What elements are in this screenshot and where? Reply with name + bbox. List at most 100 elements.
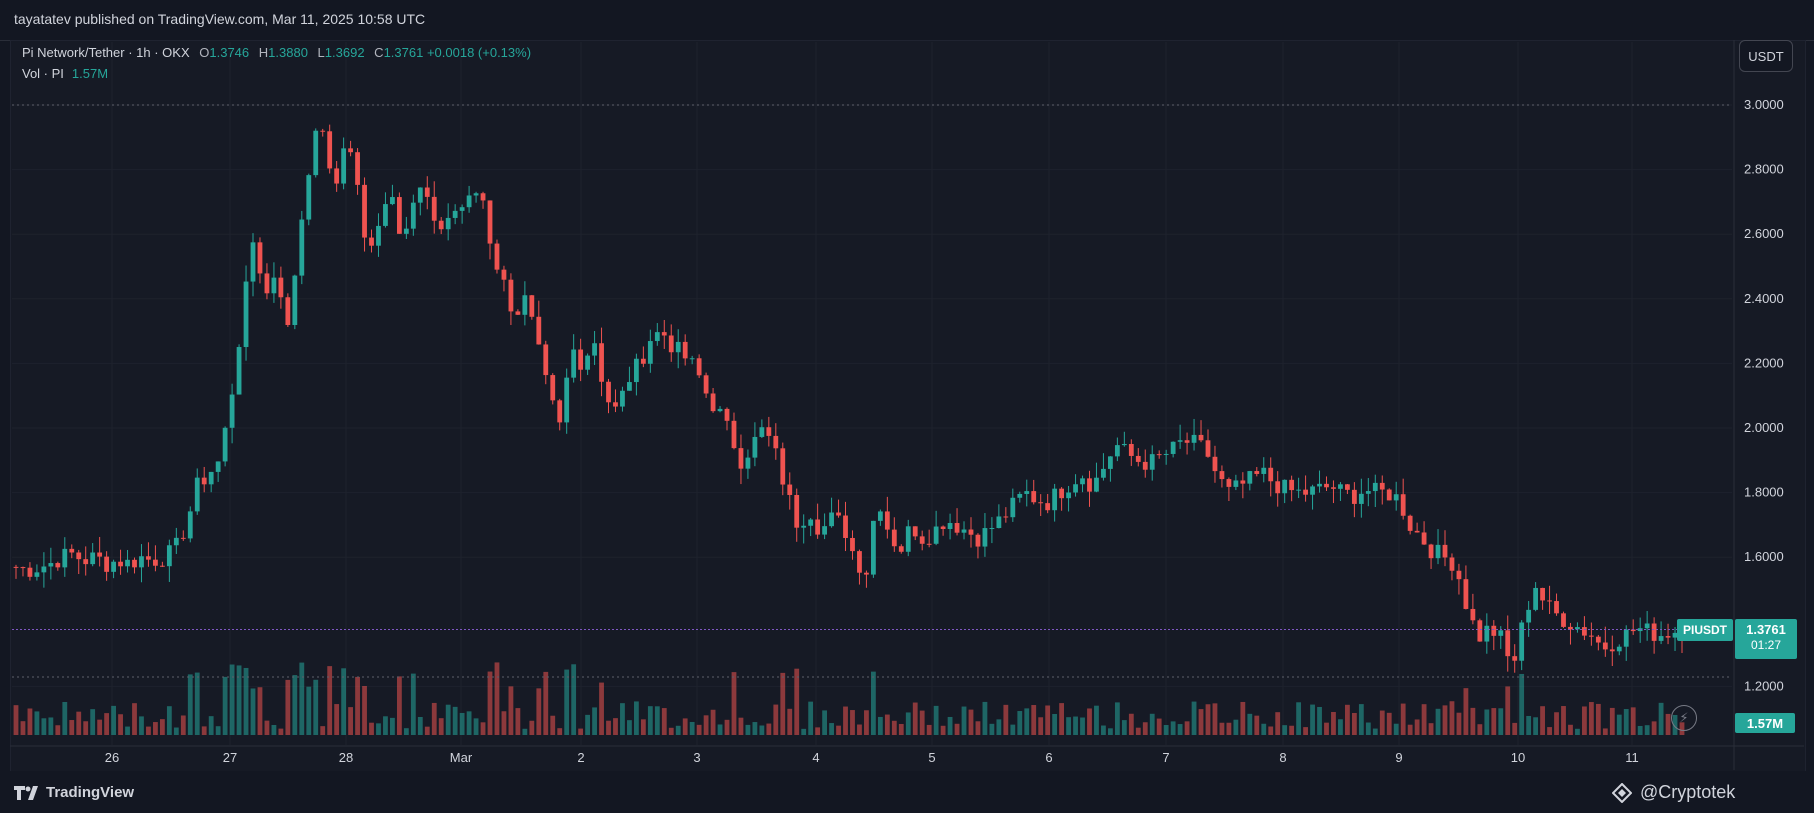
candle-body	[327, 131, 333, 169]
volume-bar	[529, 720, 535, 735]
volume-bar	[1351, 712, 1357, 735]
candle-body	[759, 427, 765, 437]
time-axis-label: 2	[577, 750, 584, 765]
volume-bar	[1038, 717, 1044, 735]
candle-body	[954, 523, 960, 533]
volume-bar	[459, 712, 465, 735]
volume-bar	[1031, 705, 1037, 735]
candle-body	[633, 358, 639, 383]
candle-body	[1533, 587, 1539, 610]
candle-body	[1658, 636, 1664, 641]
candle-body	[564, 377, 570, 423]
candle-body	[515, 311, 521, 315]
volume-bar	[1365, 722, 1371, 735]
candle-body	[1616, 646, 1622, 652]
candle-body	[1296, 489, 1302, 491]
candle-body	[20, 567, 26, 569]
volume-bar	[153, 722, 158, 735]
last-price: 1.3761	[1746, 622, 1786, 637]
volume-bar	[1282, 725, 1288, 735]
candle-body	[306, 175, 312, 220]
volume-bar	[1358, 704, 1364, 735]
volume-bar	[1463, 688, 1469, 735]
volume-bar	[1177, 724, 1183, 735]
time-axis-label: 27	[223, 750, 237, 765]
lightning-icon[interactable]: ⚡	[1671, 705, 1697, 731]
time-axis-label: 28	[339, 750, 353, 765]
volume-bar	[1198, 709, 1204, 735]
volume-bar	[194, 672, 200, 735]
candle-body	[1080, 478, 1085, 485]
volume-bar	[968, 709, 974, 735]
candle-body	[1156, 454, 1162, 456]
price-axis-label: 1.6000	[1744, 549, 1784, 564]
volume-bar	[794, 668, 800, 735]
volume-bar	[1644, 725, 1650, 735]
volume-legend: Vol · PI 1.57M	[22, 66, 108, 81]
volume-bar	[69, 720, 75, 735]
candle-body	[1491, 625, 1497, 636]
candle-body	[620, 390, 625, 407]
candle-body	[961, 529, 967, 533]
candle-body	[1595, 636, 1601, 643]
volume-bar	[1393, 723, 1399, 735]
volume-bar	[473, 718, 479, 735]
volume-bar	[292, 675, 298, 735]
volume-bar	[1547, 727, 1552, 735]
candle-body	[1400, 494, 1406, 516]
volume-bar	[557, 728, 563, 735]
volume-bar	[1386, 712, 1392, 735]
time-axis-label: 4	[812, 750, 819, 765]
volume-bar	[173, 727, 179, 735]
legend-symbol[interactable]: Pi Network/Tether · 1h · OKX	[22, 45, 190, 60]
candle-body	[438, 220, 444, 230]
volume-bar	[606, 720, 611, 735]
candle-body	[585, 355, 590, 370]
candle-body	[383, 204, 388, 226]
candle-body	[299, 219, 305, 276]
volume-label[interactable]: Vol · PI	[22, 66, 64, 81]
candle-body	[445, 217, 451, 230]
candle-body	[1052, 488, 1058, 511]
candle-body	[424, 187, 430, 197]
candle-body	[1644, 623, 1650, 629]
volume-bar	[508, 686, 514, 735]
legend-open: 1.3746	[209, 45, 250, 60]
volume-bar	[1233, 719, 1239, 735]
volume-bar	[1372, 728, 1378, 735]
volume-bar	[647, 706, 653, 735]
volume-bar	[104, 713, 110, 735]
volume-bar	[543, 671, 549, 735]
candle-body	[940, 526, 946, 529]
candle-body	[1540, 587, 1545, 601]
volume-bar	[376, 723, 381, 735]
price-axis-label: 2.0000	[1744, 420, 1784, 435]
volume-bar	[1226, 722, 1232, 735]
candle-body	[1477, 620, 1483, 642]
volume-bar	[27, 708, 33, 735]
volume-bar	[1191, 701, 1197, 735]
candle-body	[1094, 477, 1099, 492]
candle-body	[1582, 627, 1587, 636]
candle-body	[815, 519, 821, 535]
legend-close: 1.3761	[383, 45, 424, 60]
time-axis-label: Mar	[450, 750, 473, 765]
candle-body	[83, 559, 89, 565]
candle-body	[599, 343, 604, 382]
candle-body	[125, 559, 130, 567]
volume-bar	[41, 718, 47, 735]
candle-body	[822, 526, 828, 535]
volume-bar	[1247, 713, 1253, 735]
candle-body	[1393, 494, 1399, 501]
volume-bar	[661, 708, 667, 735]
volume-bar	[564, 669, 570, 735]
candle-body	[466, 195, 472, 208]
volume-bar	[431, 702, 437, 735]
volume-bar	[682, 718, 688, 735]
tradingview-logo[interactable]: TradingView	[14, 784, 134, 801]
volume-bar	[264, 720, 270, 735]
currency-button[interactable]: USDT	[1739, 40, 1793, 72]
volume-bar	[857, 724, 862, 735]
candle-body	[1303, 489, 1308, 495]
